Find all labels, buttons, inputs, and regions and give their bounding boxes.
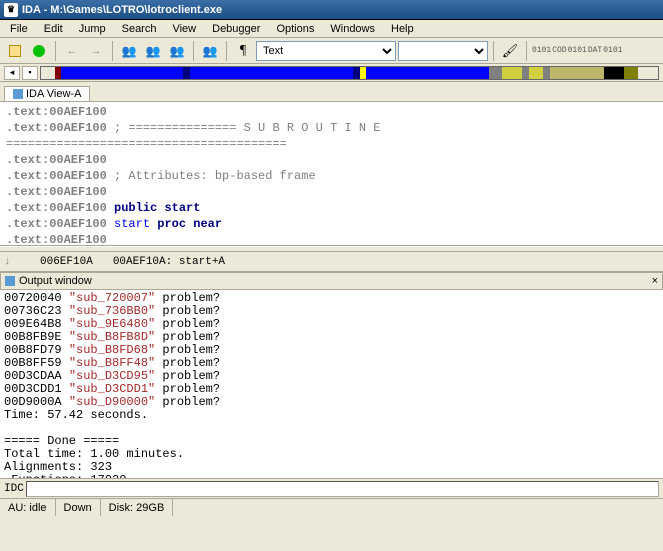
ov-segment [522,67,529,79]
loc-addr1: 006EF10A [40,256,93,268]
disasm-line: .text:00AEF100 ; =============== S U B R… [6,120,657,152]
window-title: IDA - M:\Games\LOTRO\lotroclient.exe [22,4,222,16]
ov-segment [550,67,604,79]
cmdline-label: IDC [4,483,24,495]
titlebar: ♛ IDA - M:\Games\LOTRO\lotroclient.exe [0,0,663,20]
ov-segment [61,67,183,79]
ov-segment [529,67,543,79]
menu-edit[interactable]: Edit [36,22,71,36]
disasm-line: .text:00AEF100 public start [6,200,657,216]
type-combo[interactable] [398,41,488,61]
ov-mode-button[interactable]: ▪ [22,66,38,80]
output-close-button[interactable]: × [652,275,658,287]
menu-jump[interactable]: Jump [71,22,114,36]
disasm-line: .text:00AEF100 [6,104,657,120]
menu-file[interactable]: File [2,22,36,36]
statusbar: AU: idle Down Disk: 29GB [0,498,663,516]
ov-segment [489,67,503,79]
ov-segment [366,67,488,79]
disasm-line: .text:00AEF100 [6,152,657,168]
menu-windows[interactable]: Windows [322,22,383,36]
ov-segment [183,67,190,79]
disasm-line: .text:00AEF100 ; Attributes: bp-based fr… [6,168,657,184]
toolbar: ← → 👥 👥 👥 👥 ¶ Text 🖌 0101 COD 0101 DAT 0… [0,38,663,64]
search4-button[interactable]: 👥 [199,40,221,62]
menubar: FileEditJumpSearchViewDebuggerOptionsWin… [0,20,663,38]
overview-bar: ◂ ▪ [0,64,663,82]
command-line: IDC [0,478,663,498]
app-icon: ♛ [4,3,18,17]
ov-segment [604,67,624,79]
menu-help[interactable]: Help [383,22,422,36]
disasm-line: .text:00AEF100 start proc near [6,216,657,232]
ov-segment [502,67,522,79]
ov-segment [353,67,360,79]
para-button[interactable]: ¶ [232,40,254,62]
cmdline-input[interactable] [26,481,659,497]
back-button[interactable]: ← [61,40,83,62]
menu-view[interactable]: View [164,22,204,36]
run-button[interactable] [28,40,50,62]
output-icon [5,276,15,286]
open-button[interactable] [4,40,26,62]
location-bar: ↓ 006EF10A 00AEF10A: start+A [0,252,663,272]
loc-arrow-icon: ↓ [4,256,20,268]
status-down: Down [56,499,101,516]
loc-addr2: 00AEF10A: start+A [113,256,225,268]
tab-icon [13,89,23,99]
tab-ida-view-a[interactable]: IDA View-A [4,86,90,101]
brush-button[interactable]: 🖌 [499,40,521,62]
fwd-button[interactable]: → [85,40,107,62]
output-panel-title: Output window × [0,272,663,290]
menu-search[interactable]: Search [114,22,165,36]
ov-segment [638,67,658,79]
status-au: AU: idle [0,499,56,516]
disassembly-view[interactable]: .text:00AEF100 .text:00AEF100 ; ========… [0,102,663,246]
ov-left-button[interactable]: ◂ [4,66,20,80]
ov-segment [543,67,550,79]
tabstrip: IDA View-A [0,82,663,102]
repr-combo[interactable]: Text [256,41,396,61]
menu-debugger[interactable]: Debugger [204,22,268,36]
search3-button[interactable]: 👥 [166,40,188,62]
ov-segment [190,67,353,79]
disasm-line: .text:00AEF100 [6,232,657,246]
overview-strip[interactable] [40,66,659,80]
output-window[interactable]: 00720040 "sub_720007" problem? 00736C23 … [0,290,663,478]
ov-segment [360,67,367,79]
ov-segment [41,67,55,79]
disasm-line: .text:00AEF100 [6,184,657,200]
hex-labels: 0101 COD 0101 DAT 0101 [532,46,622,55]
search1-button[interactable]: 👥 [118,40,140,62]
search2-button[interactable]: 👥 [142,40,164,62]
ov-segment [55,67,62,79]
status-disk: Disk: 29GB [101,499,174,516]
ov-segment [624,67,638,79]
menu-options[interactable]: Options [268,22,322,36]
